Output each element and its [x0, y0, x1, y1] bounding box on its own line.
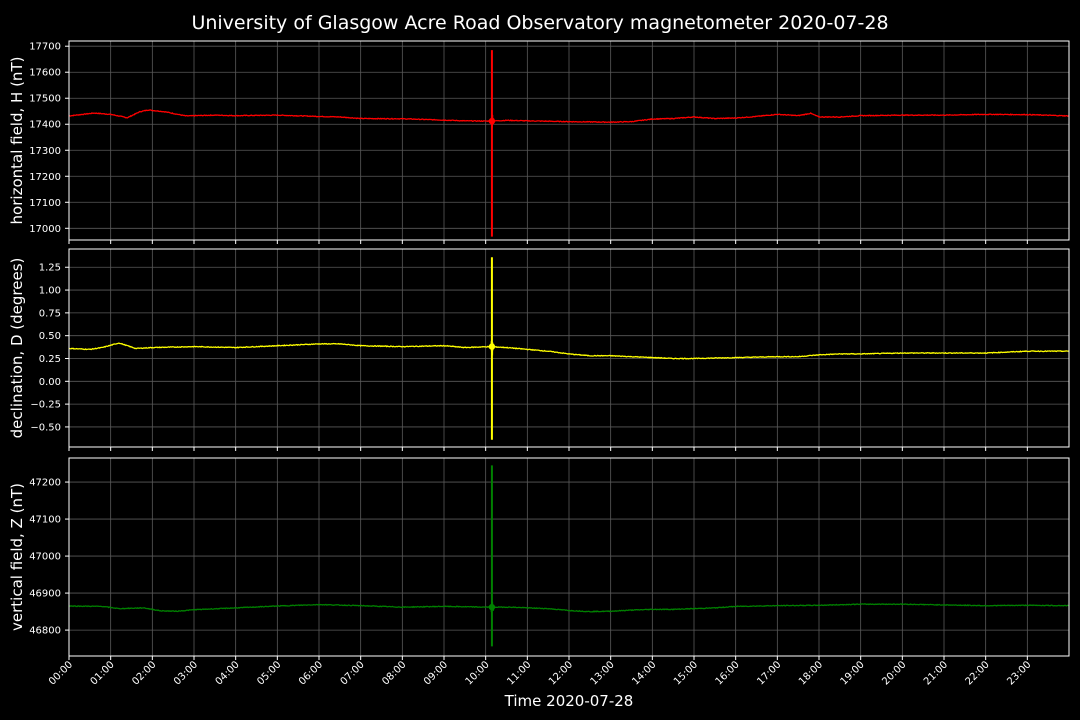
- y-tick-label: 17100: [29, 198, 61, 209]
- x-tick-labels: 00:00 01:00 02:00 03:00 04:00 05:00 06:00 07:00…: [47, 659, 1033, 687]
- x-tick-label: 08:00: [380, 659, 408, 687]
- y-tick-label: 1.25: [39, 263, 61, 274]
- x-tick-label: 03:00: [172, 659, 200, 687]
- y-axis-label: horizontal field, H (nT): [8, 57, 26, 225]
- y-tick-label: 1.00: [39, 286, 61, 297]
- x-axis-label: Time 2020-07-28: [504, 692, 634, 710]
- spike-marker: [488, 117, 496, 125]
- y-tick-label: 46900: [29, 589, 61, 600]
- x-tick-label: 01:00: [89, 659, 117, 687]
- x-tick-label: 23:00: [1005, 659, 1033, 687]
- panel-frame: [68, 40, 1070, 241]
- y-tick-label: 17400: [29, 120, 61, 131]
- series-line: [68, 109, 1070, 124]
- y-tick-label: 0.00: [39, 377, 61, 388]
- x-tick-label: 19:00: [839, 659, 867, 687]
- x-tick-label: 12:00: [547, 659, 575, 687]
- spike-marker: [488, 603, 496, 611]
- x-tick-label: 17:00: [755, 659, 783, 687]
- y-tick-label: 47100: [29, 515, 61, 526]
- series-line: [68, 603, 1070, 613]
- x-tick-label: 14:00: [630, 659, 658, 687]
- x-tick-label: 02:00: [130, 659, 158, 687]
- x-tick-label: 20:00: [880, 659, 908, 687]
- y-tick-label: 17000: [29, 224, 61, 235]
- x-tick-label: 22:00: [964, 659, 992, 687]
- x-tick-label: 16:00: [714, 659, 742, 687]
- panel-1: 17000 17100 17200 17300 17400 17500 17600 17700…: [8, 40, 1070, 244]
- x-tick-label: 07:00: [339, 659, 367, 687]
- x-tick-label: 06:00: [297, 659, 325, 687]
- y-tick-label: −0.50: [30, 422, 61, 433]
- y-tick-label: 0.50: [39, 331, 61, 342]
- chart-title: University of Glasgow Acre Road Observat…: [191, 12, 888, 34]
- y-tick-label: 17700: [29, 42, 61, 53]
- y-tick-label: 47000: [29, 552, 61, 563]
- series-line: [68, 342, 1070, 360]
- x-tick-label: 21:00: [922, 659, 950, 687]
- y-axis-label: declination, D (degrees): [8, 258, 26, 439]
- y-tick-label: 17200: [29, 172, 61, 183]
- panels: 17000 17100 17200 17300 17400 17500 17600 17700…: [8, 40, 1070, 660]
- y-tick-label: 0.25: [39, 354, 61, 365]
- panel-frame: [68, 248, 1070, 448]
- y-tick-label: 17600: [29, 68, 61, 79]
- y-tick-label: 17500: [29, 94, 61, 105]
- x-tick-label: 13:00: [589, 659, 617, 687]
- x-tick-label: 09:00: [422, 659, 450, 687]
- y-tick-label: 46800: [29, 626, 61, 637]
- y-tick-label: 17300: [29, 146, 61, 157]
- x-tick-label: 04:00: [214, 659, 242, 687]
- y-axis-label: vertical field, Z (nT): [8, 483, 26, 631]
- panel-2: −0.50 −0.25 0.00 0.25 0.50 0.75 1.00 1.25 declin…: [8, 248, 1070, 451]
- x-tick-label: 00:00: [47, 659, 75, 687]
- y-tick-label: 0.75: [39, 308, 61, 319]
- panel-frame: [68, 457, 1070, 657]
- x-tick-label: 15:00: [672, 659, 700, 687]
- x-tick-label: 10:00: [464, 659, 492, 687]
- y-tick-label: −0.25: [30, 400, 61, 411]
- y-tick-label: 47200: [29, 478, 61, 489]
- x-tick-label: 11:00: [505, 659, 533, 687]
- spike-marker: [488, 343, 496, 350]
- x-tick-label: 18:00: [797, 659, 825, 687]
- x-tick-label: 05:00: [255, 659, 283, 687]
